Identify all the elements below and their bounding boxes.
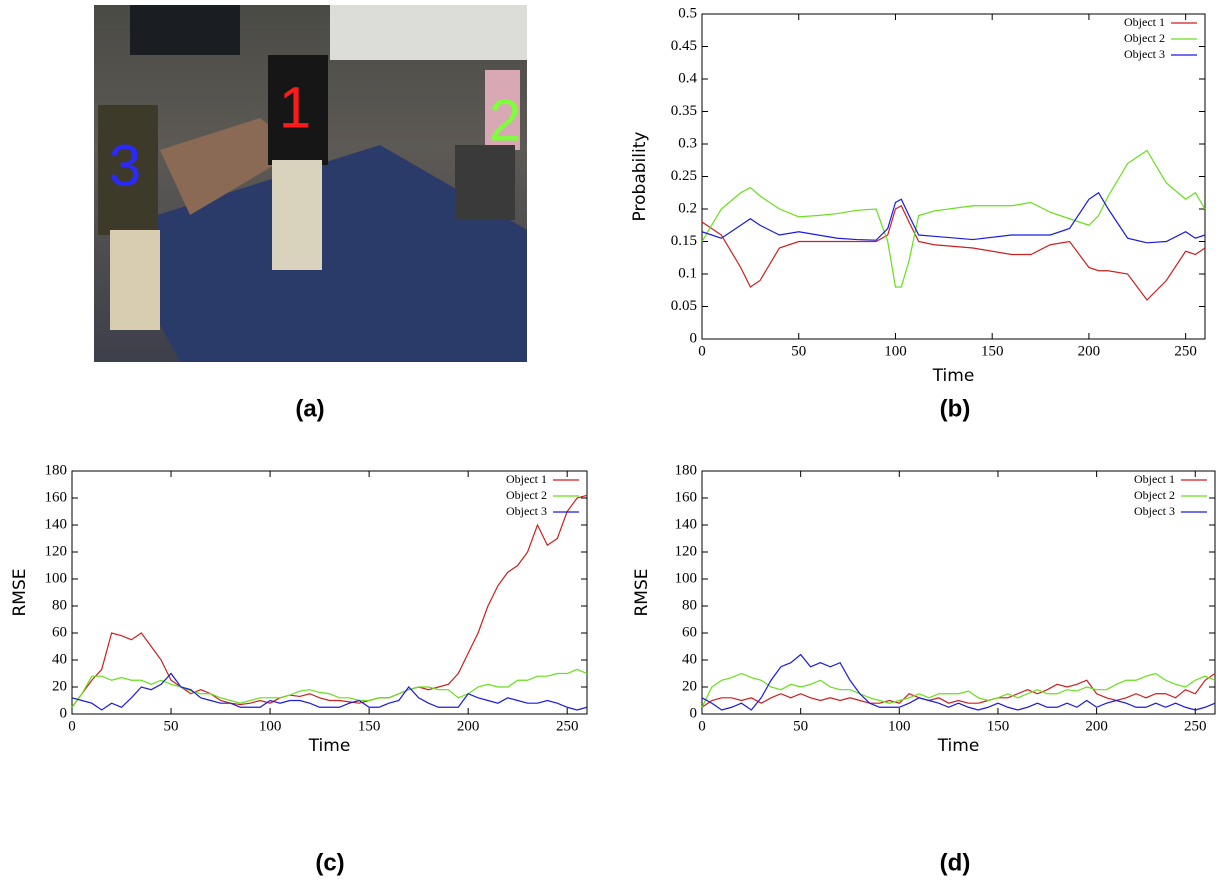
y-tick-label: 0.1 (678, 265, 697, 281)
data-line (701, 672, 1216, 708)
y-tick-label: 0.05 (671, 298, 697, 314)
legend-label: Object 3 (1134, 504, 1175, 518)
y-tick-label: 140 (675, 516, 698, 532)
x-tick-label: 250 (556, 718, 579, 734)
y-tick-label: 100 (45, 570, 68, 586)
y-tick-label: 180 (45, 462, 68, 478)
y-tick-label: 0 (690, 330, 698, 346)
panel-caption: (a) (295, 395, 324, 422)
photo-rug (160, 118, 300, 215)
y-tick-label: 0 (690, 705, 698, 721)
photo-person (485, 70, 520, 150)
y-tick-label: 160 (675, 489, 698, 505)
x-tick-label: 100 (259, 718, 282, 734)
photo-person (272, 160, 322, 270)
y-axis-label: Probability (630, 132, 650, 222)
data-line (701, 149, 1206, 288)
y-tick-label: 60 (52, 624, 67, 640)
data-line (71, 494, 588, 708)
data-line (71, 672, 588, 711)
y-tick-label: 0.4 (678, 70, 697, 86)
y-tick-label: 0.35 (671, 103, 697, 119)
y-tick-label: 40 (682, 651, 697, 667)
y-tick-label: 160 (45, 489, 68, 505)
y-tick-label: 0.45 (671, 38, 697, 54)
y-tick-label: 0.25 (671, 168, 697, 184)
x-axis-label: Time (937, 736, 980, 756)
x-tick-label: 50 (793, 718, 808, 734)
x-tick-label: 200 (1085, 718, 1108, 734)
y-tick-label: 60 (682, 624, 697, 640)
y-tick-label: 0.3 (678, 135, 697, 151)
legend-label: Object 2 (1134, 488, 1175, 502)
chart: 0 0.05 0.1 0.15 0.2 0.25 0.3 0.35 0.4 0.45 0.5 0 50 1… (630, 5, 1206, 422)
x-tick-label: 100 (888, 718, 911, 734)
panel-caption: (d) (940, 849, 971, 876)
y-axis-label: RMSE (10, 568, 30, 616)
person-label: 3 (109, 133, 141, 198)
x-tick-label: 150 (987, 718, 1010, 734)
x-tick-label: 100 (884, 343, 907, 359)
x-tick-label: 50 (791, 343, 806, 359)
legend-label: Object 1 (1124, 15, 1165, 29)
y-tick-label: 120 (675, 543, 698, 559)
plot-frame (71, 470, 588, 715)
y-tick-label: 140 (45, 516, 68, 532)
legend-label: Object 3 (1124, 47, 1165, 61)
plot-frame (701, 13, 1206, 340)
plot-frame (701, 470, 1216, 715)
y-tick-label: 80 (682, 597, 697, 613)
x-tick-label: 250 (1184, 718, 1207, 734)
legend-label: Object 2 (1124, 31, 1165, 45)
y-axis-label: RMSE (632, 568, 652, 616)
y-tick-label: 0.15 (671, 233, 697, 249)
x-tick-label: 200 (457, 718, 480, 734)
x-tick-label: 150 (981, 343, 1004, 359)
x-tick-label: 0 (698, 718, 706, 734)
x-tick-label: 0 (68, 718, 76, 734)
y-tick-label: 100 (675, 570, 698, 586)
photo-wall (330, 5, 527, 60)
y-tick-label: 20 (682, 678, 697, 694)
data-line (71, 668, 588, 708)
y-tick-label: 0.2 (678, 200, 697, 216)
data-line (701, 653, 1216, 711)
y-tick-label: 20 (52, 678, 67, 694)
x-tick-label: 200 (1078, 343, 1101, 359)
data-line (701, 673, 1216, 708)
x-tick-label: 0 (698, 343, 706, 359)
x-tick-label: 250 (1174, 343, 1197, 359)
photo-person (455, 145, 515, 220)
photo-person (98, 105, 158, 235)
x-tick-label: 50 (164, 718, 179, 734)
panel-caption: (c) (315, 849, 344, 876)
y-tick-label: 0 (60, 705, 68, 721)
y-tick-label: 180 (675, 462, 698, 478)
legend-label: Object 2 (506, 488, 547, 502)
y-tick-label: 40 (52, 651, 67, 667)
legend-label: Object 1 (506, 472, 547, 486)
legend-label: Object 3 (506, 504, 547, 518)
legend-label: Object 1 (1134, 472, 1175, 486)
y-tick-label: 0.5 (678, 5, 697, 21)
person-label: 2 (489, 88, 521, 153)
chart: 0 20 40 60 80 100 120 140 160 180 0 50 100 150 200 250 T… (632, 462, 1216, 876)
photo (94, 5, 527, 362)
data-line (701, 204, 1206, 301)
x-axis-label: Time (308, 736, 351, 756)
data-line (701, 191, 1206, 244)
panel-caption: (b) (940, 395, 971, 422)
x-axis-label: Time (932, 366, 975, 386)
person-label: 1 (279, 75, 311, 140)
y-tick-label: 120 (45, 543, 68, 559)
photo-person (110, 230, 160, 330)
photo-person (268, 55, 328, 165)
chart: 0 20 40 60 80 100 120 140 160 180 0 50 100 150 200 250 T… (10, 462, 588, 876)
x-tick-label: 150 (358, 718, 381, 734)
y-tick-label: 80 (52, 597, 67, 613)
photo-board (130, 5, 240, 55)
